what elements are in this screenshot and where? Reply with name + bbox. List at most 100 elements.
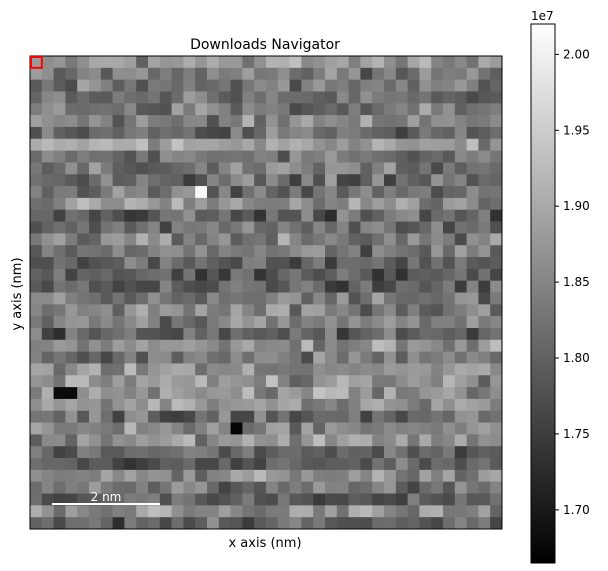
heatmap-cell bbox=[277, 339, 290, 353]
heatmap-cell bbox=[171, 398, 184, 412]
heatmap-cell bbox=[419, 422, 432, 435]
heatmap-cell bbox=[148, 79, 161, 92]
heatmap-cell bbox=[407, 446, 420, 459]
heatmap-cell bbox=[431, 410, 444, 423]
heatmap-cell bbox=[195, 363, 208, 376]
heatmap-cell bbox=[431, 268, 444, 282]
heatmap-cell bbox=[266, 517, 279, 530]
heatmap-cell bbox=[254, 79, 267, 92]
heatmap-cell bbox=[419, 481, 432, 494]
heatmap-cell bbox=[195, 150, 208, 163]
heatmap-cell bbox=[159, 138, 172, 151]
heatmap-cell bbox=[454, 481, 467, 494]
heatmap-cell bbox=[136, 446, 149, 459]
heatmap-cell bbox=[230, 517, 243, 530]
heatmap-cell bbox=[136, 209, 149, 222]
heatmap-cell bbox=[77, 363, 90, 376]
heatmap-cell bbox=[419, 221, 432, 234]
heatmap-cell bbox=[30, 67, 43, 81]
heatmap-cell bbox=[407, 517, 420, 530]
heatmap-cell bbox=[207, 327, 220, 341]
heatmap-cell bbox=[148, 186, 161, 199]
heatmap-cell bbox=[207, 126, 220, 140]
heatmap-cell bbox=[195, 422, 208, 435]
heatmap-cell bbox=[407, 56, 420, 69]
heatmap-cell bbox=[218, 375, 231, 388]
heatmap-cell bbox=[159, 126, 172, 140]
heatmap-cell bbox=[254, 481, 267, 494]
heatmap-cell bbox=[466, 103, 479, 116]
heatmap-cell bbox=[171, 458, 184, 471]
heatmap-cell bbox=[478, 446, 491, 459]
heatmap-cell bbox=[41, 197, 54, 211]
heatmap-cell bbox=[454, 257, 467, 270]
heatmap-cell bbox=[301, 126, 314, 140]
heatmap-cell bbox=[277, 233, 290, 246]
heatmap-cell bbox=[336, 505, 349, 518]
heatmap-cell bbox=[218, 268, 231, 282]
heatmap-cell bbox=[53, 292, 66, 305]
heatmap-cell bbox=[230, 268, 243, 282]
heatmap-cell bbox=[41, 351, 54, 364]
heatmap-cell bbox=[30, 126, 43, 140]
heatmap-cell bbox=[183, 91, 196, 104]
heatmap-cell bbox=[325, 115, 338, 128]
heatmap-cell bbox=[53, 126, 66, 140]
heatmap-cell bbox=[218, 517, 231, 530]
heatmap-cell bbox=[395, 197, 408, 211]
heatmap-cell bbox=[159, 327, 172, 341]
heatmap-cell bbox=[183, 186, 196, 199]
heatmap-cell bbox=[325, 150, 338, 163]
heatmap-cell bbox=[207, 257, 220, 270]
heatmap-cell bbox=[443, 292, 456, 305]
heatmap-cell bbox=[313, 410, 326, 423]
heatmap-cell bbox=[277, 91, 290, 104]
heatmap-cell bbox=[183, 517, 196, 530]
heatmap-cell bbox=[171, 268, 184, 282]
heatmap-cell bbox=[360, 162, 373, 175]
heatmap-cell bbox=[65, 162, 78, 175]
heatmap-cell bbox=[77, 387, 90, 400]
heatmap-cell bbox=[30, 79, 43, 92]
heatmap-cell bbox=[478, 410, 491, 423]
heatmap-cell bbox=[395, 434, 408, 447]
heatmap-cell bbox=[266, 292, 279, 305]
heatmap-cell bbox=[41, 292, 54, 305]
heatmap-cell bbox=[431, 233, 444, 246]
heatmap-cell bbox=[454, 387, 467, 400]
heatmap-cell bbox=[360, 115, 373, 128]
heatmap-cell bbox=[395, 363, 408, 376]
heatmap-cell bbox=[171, 91, 184, 104]
heatmap-cell bbox=[89, 517, 102, 530]
navigator-selection-marker[interactable] bbox=[30, 56, 43, 69]
heatmap-cell bbox=[41, 126, 54, 140]
heatmap-cell bbox=[490, 434, 503, 447]
heatmap-cell bbox=[325, 517, 338, 530]
heatmap-cell bbox=[136, 469, 149, 483]
heatmap-cell bbox=[313, 469, 326, 483]
heatmap-cell bbox=[41, 245, 54, 258]
heatmap-cell bbox=[289, 79, 302, 92]
heatmap-cell bbox=[65, 126, 78, 140]
heatmap-cell bbox=[195, 387, 208, 400]
heatmap-cell bbox=[195, 162, 208, 175]
heatmap-cell bbox=[124, 434, 137, 447]
heatmap-cell bbox=[53, 434, 66, 447]
heatmap-cell bbox=[112, 233, 125, 246]
heatmap-image[interactable] bbox=[30, 56, 503, 530]
heatmap-cell bbox=[254, 387, 267, 400]
heatmap-cell bbox=[431, 351, 444, 364]
heatmap-cell bbox=[124, 56, 137, 69]
heatmap-cell bbox=[159, 209, 172, 222]
heatmap-cell bbox=[372, 268, 385, 282]
heatmap-cell bbox=[53, 327, 66, 341]
heatmap-cell bbox=[242, 103, 255, 116]
heatmap-cell bbox=[490, 292, 503, 305]
heatmap-cell bbox=[360, 375, 373, 388]
heatmap-cell bbox=[171, 375, 184, 388]
heatmap-cell bbox=[65, 493, 78, 506]
heatmap-cell bbox=[266, 304, 279, 317]
heatmap-cell bbox=[41, 280, 54, 293]
heatmap-cell bbox=[490, 209, 503, 222]
heatmap-cell bbox=[112, 434, 125, 447]
